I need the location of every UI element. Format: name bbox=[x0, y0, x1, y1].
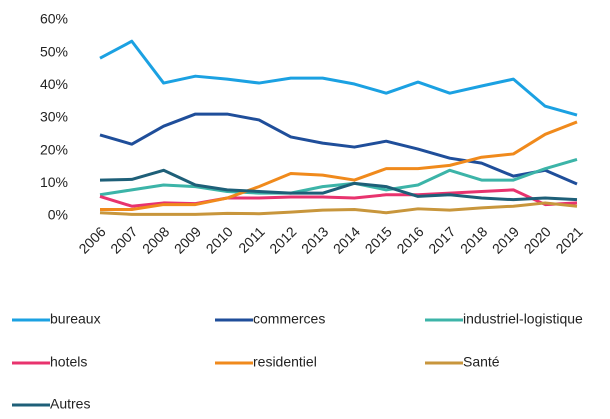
x-tick-label: 2012 bbox=[266, 223, 299, 256]
y-tick-label: 50% bbox=[40, 43, 68, 59]
series-line bbox=[99, 158, 578, 197]
y-tick-label: 20% bbox=[40, 141, 68, 157]
x-tick-label: 2007 bbox=[107, 223, 140, 256]
legend-label: commerces bbox=[253, 311, 325, 327]
x-tick-label: 2008 bbox=[139, 223, 172, 256]
legend-label: hotels bbox=[50, 354, 87, 370]
x-tick-label: 2015 bbox=[362, 223, 395, 256]
x-tick-label: 2011 bbox=[235, 223, 268, 256]
x-tick-label: 2009 bbox=[171, 223, 204, 256]
y-tick-label: 0% bbox=[48, 207, 68, 223]
series-line bbox=[99, 39, 578, 117]
y-tick-label: 40% bbox=[40, 76, 68, 92]
x-tick-label: 2016 bbox=[393, 223, 426, 256]
legend-label: bureaux bbox=[50, 311, 101, 327]
x-tick-label: 2019 bbox=[489, 223, 522, 256]
legend-label: residentiel bbox=[253, 354, 317, 370]
x-tick-label: 2006 bbox=[75, 223, 108, 256]
y-tick-label: 30% bbox=[40, 109, 68, 125]
legend-label: Autres bbox=[50, 396, 90, 412]
x-tick-label: 2017 bbox=[425, 223, 458, 256]
series-line bbox=[99, 112, 578, 186]
legend-label: industriel-logistique bbox=[463, 311, 583, 327]
series-line bbox=[99, 168, 578, 202]
series-line bbox=[99, 201, 578, 216]
series-line bbox=[100, 120, 578, 211]
y-tick-label: 60% bbox=[40, 11, 68, 27]
x-tick-label: 2010 bbox=[203, 223, 236, 256]
x-tick-label: 2013 bbox=[298, 223, 331, 256]
x-tick-label: 2018 bbox=[457, 223, 490, 256]
x-tick-label: 2021 bbox=[552, 223, 585, 256]
x-tick-label: 2020 bbox=[521, 223, 554, 256]
y-tick-label: 10% bbox=[40, 174, 68, 190]
x-tick-label: 2014 bbox=[330, 223, 363, 256]
legend-label: Santé bbox=[463, 354, 500, 370]
